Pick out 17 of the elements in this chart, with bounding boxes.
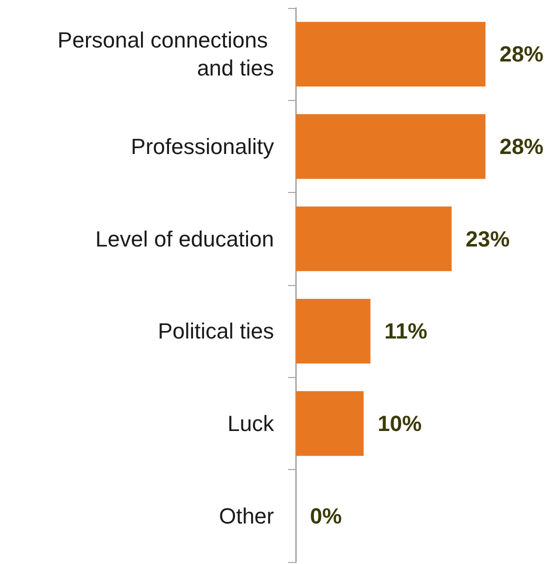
y-tick-label: Professionality	[130, 134, 274, 159]
y-tick-label: Other	[218, 503, 274, 528]
y-tick-label: Luck	[228, 411, 275, 436]
data-label: 28%	[499, 134, 544, 159]
data-label: 23%	[466, 226, 510, 252]
data-label: 28%	[499, 42, 544, 67]
y-tick-label: Political ties	[158, 318, 274, 344]
y-tick-label: Personal connections and ties	[58, 28, 274, 81]
bar	[296, 206, 452, 272]
data-label: 10%	[378, 411, 422, 436]
data-label: 0%	[310, 503, 342, 528]
y-tick-label: Level of education	[95, 226, 274, 252]
bar	[296, 22, 486, 86]
bar	[296, 391, 364, 456]
bar	[296, 114, 486, 179]
bar	[296, 298, 370, 364]
data-label: 11%	[384, 318, 428, 344]
